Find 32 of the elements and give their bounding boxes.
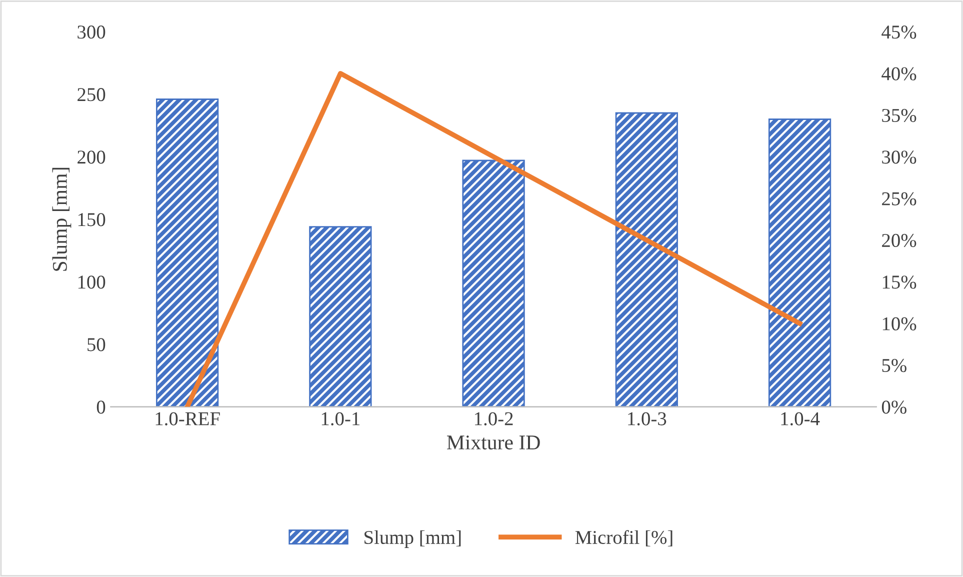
x-tick-label: 1.0-REF xyxy=(156,412,220,426)
x-axis-title: Mixture ID xyxy=(446,435,540,450)
x-tick-label: 1.0-4 xyxy=(781,412,820,426)
y-tick-label: 150 xyxy=(78,213,106,226)
bar xyxy=(309,226,372,407)
y2-tick-label: 25% xyxy=(882,192,916,206)
bar xyxy=(615,112,678,407)
y-tick-label: 50 xyxy=(88,338,106,352)
legend-label: Slump [mm] xyxy=(364,530,461,548)
y2-tick-label: 5% xyxy=(882,358,906,372)
bar xyxy=(156,98,219,407)
y-tick-label: 250 xyxy=(78,88,106,102)
y-tick-label: 100 xyxy=(78,276,106,289)
y-axis-title: Slump [mm] xyxy=(52,168,72,271)
y2-tick-label: 0% xyxy=(882,400,906,414)
y2-tick-label: 35% xyxy=(882,108,916,122)
y2-tick-label: 10% xyxy=(882,317,916,330)
y-tick-label: 300 xyxy=(78,26,106,39)
legend-label: Microfil [%] xyxy=(575,530,672,546)
bar xyxy=(462,160,525,407)
y2-tick-label: 30% xyxy=(882,150,916,164)
y2-tick-label: 15% xyxy=(882,276,916,289)
x-tick-label: 1.0-3 xyxy=(628,412,666,426)
line-series xyxy=(184,70,802,407)
y-tick-label: 200 xyxy=(78,150,106,164)
y2-tick-label: 45% xyxy=(882,26,916,39)
y2-tick-label: 40% xyxy=(882,67,916,80)
bar xyxy=(768,118,832,407)
y2-tick-label: 20% xyxy=(882,234,916,248)
y-tick-label: 0 xyxy=(96,400,106,414)
x-tick-label: 1.0-2 xyxy=(474,412,513,426)
x-tick-label: 1.0-1 xyxy=(322,412,360,426)
